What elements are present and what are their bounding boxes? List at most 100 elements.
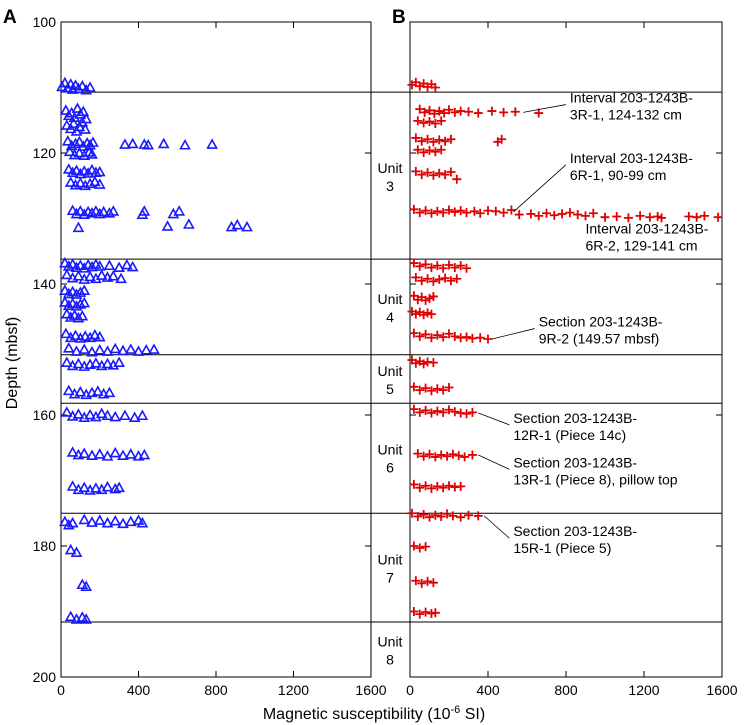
data-point-plus — [409, 607, 419, 616]
data-point-plus — [425, 105, 434, 115]
data-point-triangle — [179, 138, 191, 150]
data-point-plus — [510, 107, 520, 117]
data-point-plus — [450, 207, 460, 217]
data-point-triangle — [79, 330, 92, 341]
data-point-triangle — [80, 580, 93, 592]
data-point-triangle — [59, 256, 71, 268]
data-point-plus — [440, 136, 450, 146]
data-point-plus — [542, 208, 551, 218]
unit-number: 4 — [386, 309, 394, 325]
data-point-plus — [446, 134, 456, 144]
data-point-plus — [440, 273, 450, 283]
data-point-plus — [421, 607, 431, 617]
data-point-plus — [411, 576, 421, 586]
unit-label: Unit — [378, 363, 403, 379]
data-point-triangle — [124, 448, 137, 459]
data-point-plus — [413, 116, 423, 126]
data-point-plus — [444, 329, 454, 339]
data-point-plus — [448, 511, 458, 521]
data-point-plus — [413, 449, 423, 459]
data-point-triangle — [93, 178, 106, 189]
data-point-plus — [426, 309, 436, 319]
data-point-triangle — [62, 109, 75, 121]
data-point-triangle — [66, 480, 79, 491]
panel-label: A — [3, 7, 17, 28]
data-point-triangle — [64, 122, 77, 134]
data-point-triangle — [74, 385, 87, 397]
data-point-triangle — [74, 205, 87, 216]
data-point-plus — [423, 168, 433, 178]
data-point-triangle — [70, 261, 83, 273]
data-point-triangle — [101, 516, 114, 528]
data-point-triangle — [59, 327, 72, 339]
data-point-triangle — [93, 207, 106, 219]
data-point-plus — [409, 328, 419, 338]
data-point-plus — [499, 208, 509, 218]
data-point-plus — [483, 334, 493, 344]
data-point-triangle — [78, 343, 91, 354]
data-point-plus — [475, 333, 485, 343]
data-point-triangle — [80, 112, 93, 124]
data-point-plus — [425, 512, 434, 522]
data-point-plus — [417, 170, 427, 180]
data-point-triangle — [59, 515, 71, 527]
data-point-plus — [483, 206, 493, 216]
data-point-triangle — [136, 409, 149, 421]
data-point-plus — [456, 106, 466, 116]
data-point-plus — [473, 108, 483, 118]
data-point-triangle — [78, 296, 91, 308]
data-point-triangle — [113, 261, 125, 273]
x-tick-label: 400 — [127, 682, 151, 698]
data-point-plus — [456, 512, 466, 522]
data-point-triangle — [71, 102, 84, 113]
data-point-triangle — [70, 546, 83, 557]
annotation-leader-line — [523, 104, 566, 113]
data-point-triangle — [84, 408, 96, 420]
data-point-triangle — [101, 409, 114, 421]
data-point-triangle — [86, 449, 98, 461]
annotation-leader-line — [513, 164, 567, 213]
annotation-text: Section 203-1243B- — [513, 410, 637, 426]
data-point-plus — [428, 358, 438, 368]
data-point-plus — [473, 511, 483, 521]
data-point-plus — [436, 116, 446, 126]
data-point-triangle — [73, 146, 86, 158]
data-point-triangle — [69, 329, 82, 341]
data-point-triangle — [161, 220, 174, 231]
data-point-triangle — [60, 307, 73, 319]
data-point-plus — [657, 213, 667, 223]
data-point-plus — [419, 451, 429, 461]
data-point-plus — [430, 119, 440, 129]
data-point-plus — [623, 213, 633, 223]
data-point-plus — [436, 512, 446, 522]
annotation-leader-line — [478, 412, 510, 426]
data-point-plus — [446, 276, 456, 286]
data-point-triangle — [62, 260, 75, 271]
panel-b: B 0 400 800 1200 1600 Unit 3 Unit 4 Unit 5 Unit 6 Unit… — [371, 7, 738, 698]
data-point-triangle — [70, 345, 83, 356]
data-point-triangle — [140, 344, 153, 355]
data-point-plus — [423, 576, 433, 586]
data-point-triangle — [62, 518, 75, 530]
data-point-triangle — [74, 176, 87, 188]
data-point-plus — [409, 204, 419, 214]
data-point-plus — [452, 274, 462, 284]
data-point-triangle — [66, 446, 79, 457]
unit-number: 6 — [386, 460, 394, 476]
data-point-plus — [487, 106, 497, 116]
data-point-triangle — [73, 135, 86, 147]
data-point-plus — [450, 331, 460, 341]
data-point-plus — [438, 385, 448, 395]
annotation-text: 12R-1 (Piece 14c) — [513, 427, 626, 443]
data-point-triangle — [126, 137, 139, 149]
data-point-plus — [526, 209, 536, 219]
data-point-plus — [432, 206, 442, 216]
data-point-triangle — [90, 357, 102, 368]
data-point-triangle — [206, 138, 218, 149]
data-point-plus — [464, 510, 473, 520]
data-point-triangle — [101, 450, 114, 461]
data-point-plus — [430, 608, 440, 618]
data-point-triangle — [89, 328, 101, 340]
data-point-triangle — [126, 260, 139, 272]
